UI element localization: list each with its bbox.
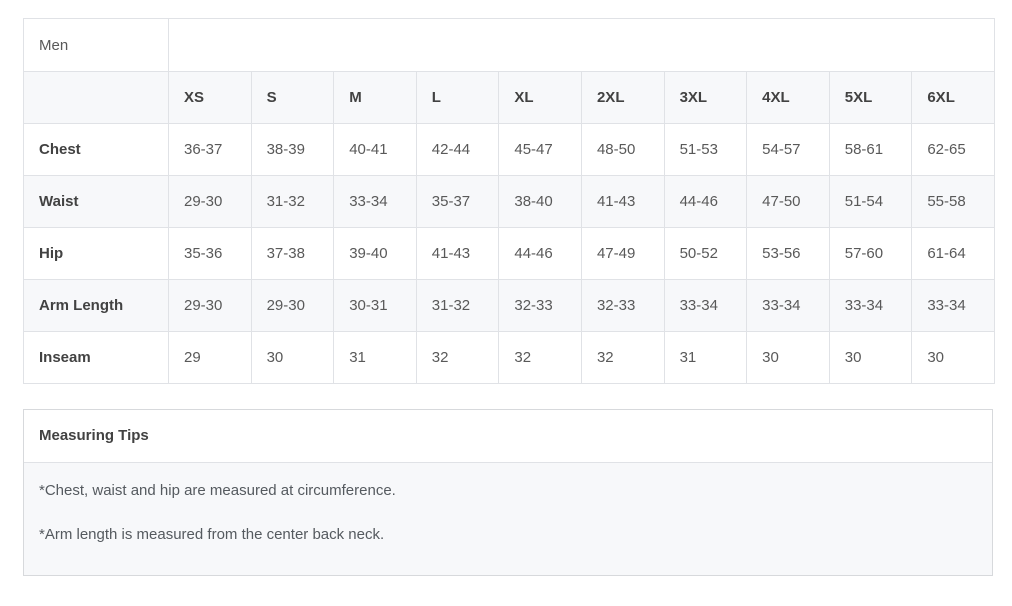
size-value-cell: 51-54 (828, 175, 913, 228)
size-value-cell: 44-46 (663, 175, 748, 228)
size-value-cell: 54-57 (746, 123, 830, 176)
table-row: Hip 35-36 37-38 39-40 41-43 44-46 47-49 50-52 53… (23, 227, 995, 280)
table-row: Arm Length 29-30 29-30 30-31 31-32 32-33 32-33… (23, 279, 995, 332)
size-value-cell: 53-56 (746, 227, 830, 280)
size-value-cell: 30 (746, 331, 830, 384)
size-value-cell: 62-65 (911, 123, 995, 176)
size-value-cell: 51-53 (663, 123, 748, 176)
size-value-cell: 31-32 (415, 279, 500, 332)
tab-row-spacer (168, 18, 995, 72)
size-column-header: 6XL (911, 71, 995, 124)
measuring-tip-note: *Arm length is measured from the center … (39, 526, 385, 543)
measuring-tips-body: *Chest, waist and hip are measured at ci… (24, 463, 992, 575)
size-value-cell: 57-60 (828, 227, 913, 280)
measurement-row-label: Hip (23, 227, 169, 280)
size-value-cell: 41-43 (415, 227, 500, 280)
measurement-row-label: Inseam (23, 331, 169, 384)
size-column-header: L (415, 71, 500, 124)
size-header-row: XS S M L XL 2XL 3XL 4XL 5XL 6XL (23, 71, 995, 124)
size-value-cell: 33-34 (663, 279, 748, 332)
size-value-cell: 42-44 (415, 123, 500, 176)
size-value-cell: 41-43 (580, 175, 665, 228)
size-column-header: 4XL (746, 71, 830, 124)
size-value-cell: 38-39 (250, 123, 335, 176)
size-column-header: XL (498, 71, 582, 124)
size-column-header: S (250, 71, 335, 124)
size-value-cell: 32-33 (498, 279, 582, 332)
tab-row: Men (23, 18, 995, 72)
size-column-header: 2XL (580, 71, 665, 124)
size-value-cell: 50-52 (663, 227, 748, 280)
size-column-header: M (333, 71, 417, 124)
size-value-cell: 45-47 (498, 123, 582, 176)
size-value-cell: 39-40 (333, 227, 417, 280)
tab-men[interactable]: Men (23, 18, 169, 72)
size-column-header: XS (168, 71, 252, 124)
size-column-header: 3XL (663, 71, 748, 124)
size-value-cell: 29-30 (250, 279, 335, 332)
corner-cell (23, 71, 169, 124)
size-value-cell: 30 (911, 331, 995, 384)
size-value-cell: 48-50 (580, 123, 665, 176)
table-row: Chest 36-37 38-39 40-41 42-44 45-47 48-50 51-53… (23, 123, 995, 176)
table-row: Waist 29-30 31-32 33-34 35-37 38-40 41-43 44-46… (23, 175, 995, 228)
size-value-cell: 31 (663, 331, 748, 384)
size-value-cell: 55-58 (911, 175, 995, 228)
measurement-row-label: Waist (23, 175, 169, 228)
size-value-cell: 29-30 (168, 175, 252, 228)
size-value-cell: 47-49 (580, 227, 665, 280)
measuring-tips-panel: Measuring Tips *Chest, waist and hip are… (23, 409, 993, 576)
measuring-tip-note: *Chest, waist and hip are measured at ci… (39, 482, 396, 499)
size-value-cell: 32-33 (580, 279, 665, 332)
size-value-cell: 32 (498, 331, 582, 384)
measuring-tips-title: Measuring Tips (24, 410, 992, 463)
size-value-cell: 36-37 (168, 123, 252, 176)
size-value-cell: 29 (168, 331, 252, 384)
size-value-cell: 37-38 (250, 227, 335, 280)
size-column-header: 5XL (828, 71, 913, 124)
size-value-cell: 31-32 (250, 175, 335, 228)
size-chart-table: Men XS S M L XL 2XL 3XL 4XL 5XL 6XL Chest 36-37 38-… (23, 18, 995, 384)
size-value-cell: 33-34 (911, 279, 995, 332)
size-value-cell: 33-34 (828, 279, 913, 332)
size-value-cell: 47-50 (746, 175, 830, 228)
size-value-cell: 44-46 (498, 227, 582, 280)
table-row: Inseam 29 30 31 32 32 32 31 30 30 30 (23, 331, 995, 384)
size-value-cell: 35-36 (168, 227, 252, 280)
measurement-row-label: Arm Length (23, 279, 169, 332)
measurement-row-label: Chest (23, 123, 169, 176)
size-value-cell: 30 (250, 331, 335, 384)
size-value-cell: 30-31 (333, 279, 417, 332)
size-chart-page: Men XS S M L XL 2XL 3XL 4XL 5XL 6XL Chest 36-37 38-… (23, 18, 995, 576)
size-value-cell: 33-34 (333, 175, 417, 228)
size-value-cell: 33-34 (746, 279, 830, 332)
size-value-cell: 38-40 (498, 175, 582, 228)
size-value-cell: 30 (828, 331, 913, 384)
size-value-cell: 32 (580, 331, 665, 384)
size-value-cell: 58-61 (828, 123, 913, 176)
size-value-cell: 35-37 (415, 175, 500, 228)
size-value-cell: 61-64 (911, 227, 995, 280)
size-value-cell: 32 (415, 331, 500, 384)
size-value-cell: 29-30 (168, 279, 252, 332)
size-value-cell: 40-41 (333, 123, 417, 176)
size-value-cell: 31 (333, 331, 417, 384)
